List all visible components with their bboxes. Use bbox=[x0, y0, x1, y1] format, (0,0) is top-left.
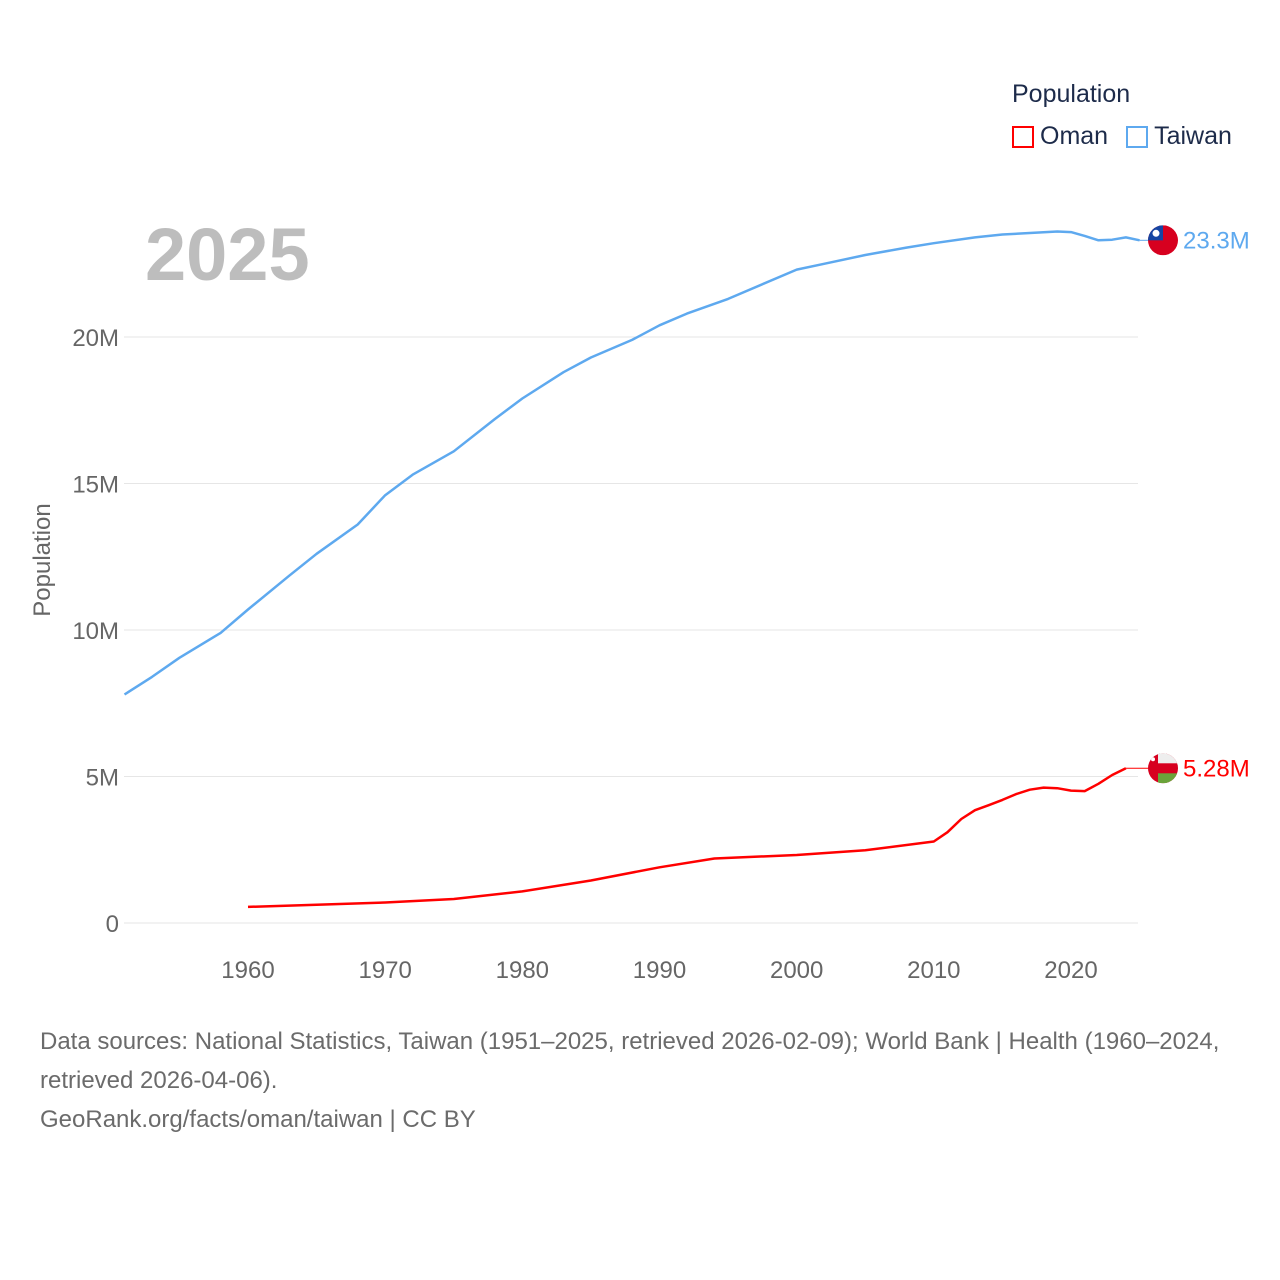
legend-item-oman[interactable]: Oman bbox=[1012, 122, 1108, 151]
series-lines bbox=[123, 230, 1140, 909]
data-sources: Data sources: National Statistics, Taiwa… bbox=[40, 1028, 1220, 1094]
gridlines bbox=[124, 336, 1138, 924]
y-tick-label: 5M bbox=[86, 765, 119, 792]
taiwan-swatch bbox=[1126, 125, 1149, 148]
end-labels: 5.28M 23.3M bbox=[1125, 225, 1250, 784]
oman-swatch bbox=[1012, 125, 1034, 148]
year-watermark: 2025 bbox=[145, 213, 310, 296]
x-tick-label: 1990 bbox=[633, 957, 686, 984]
x-tick-label: 1970 bbox=[358, 957, 411, 984]
end-value-label-taiwan: 23.3M bbox=[1183, 227, 1250, 254]
taiwan-flag-icon bbox=[1148, 225, 1178, 256]
y-tick-label: 0 bbox=[106, 911, 119, 938]
footer: Data sources: National Statistics, Taiwa… bbox=[40, 1022, 1250, 1139]
attribution-link[interactable]: GeoRank.org/facts/oman/taiwan | CC BY bbox=[40, 1106, 476, 1133]
flag-white bbox=[1158, 753, 1178, 764]
x-tick-label: 2010 bbox=[907, 957, 960, 984]
oman-flag-icon bbox=[1148, 753, 1178, 784]
flag-green bbox=[1158, 773, 1178, 784]
y-tick-label: 15M bbox=[72, 472, 119, 499]
x-tick-label: 1960 bbox=[221, 957, 274, 984]
flag-body bbox=[1148, 225, 1178, 256]
x-tick-label: 1980 bbox=[496, 957, 549, 984]
flag-body bbox=[1148, 753, 1178, 784]
legend-title: Population bbox=[1012, 80, 1131, 108]
flag-sun bbox=[1152, 229, 1160, 237]
legend-item-taiwan[interactable]: Taiwan bbox=[1126, 122, 1232, 151]
x-tick-label: 2020 bbox=[1044, 957, 1097, 984]
legend-label: Oman bbox=[1040, 122, 1109, 150]
flag-emblem bbox=[1151, 757, 1155, 762]
y-axis-label: Population bbox=[29, 503, 56, 616]
y-axis: 0 5M 10M 15M 20M bbox=[72, 325, 119, 938]
y-tick-label: 20M bbox=[72, 325, 119, 352]
line-chart: 2025 Population 0 5M 10M 15M 20M 1960 1970 198… bbox=[29, 213, 1250, 984]
y-tick-label: 10M bbox=[72, 618, 119, 645]
x-tick-label: 2000 bbox=[770, 957, 823, 984]
series-line-oman bbox=[247, 767, 1127, 909]
x-axis: 1960 1970 1980 1990 2000 2010 2020 bbox=[221, 957, 1097, 984]
end-value-label-oman: 5.28M bbox=[1183, 755, 1250, 782]
legend: Oman Taiwan bbox=[1012, 122, 1232, 151]
legend-label: Taiwan bbox=[1154, 122, 1232, 150]
series-line-taiwan bbox=[123, 230, 1140, 696]
